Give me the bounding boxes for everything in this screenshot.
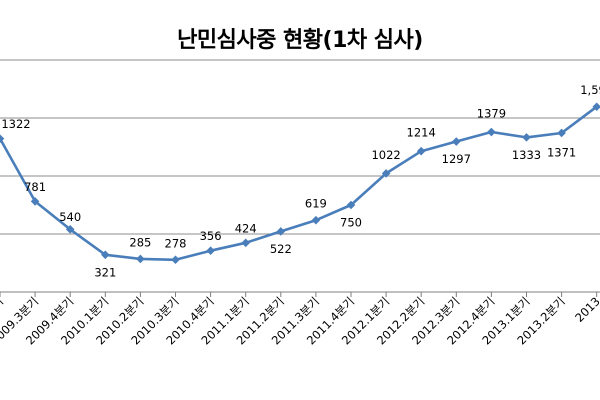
data-point — [557, 128, 566, 138]
data-label: 1022 — [371, 148, 400, 162]
data-point — [522, 133, 531, 142]
data-point — [171, 255, 180, 265]
data-point — [487, 127, 496, 137]
x-tick-label: 2013 — [572, 294, 600, 325]
data-point — [452, 137, 461, 146]
data-label: 356 — [200, 229, 222, 243]
data-point — [276, 227, 286, 236]
data-label: 1297 — [442, 152, 471, 166]
data-label: 1333 — [512, 148, 541, 162]
chart-title: 난민심사중 현황(1차 심사) — [177, 28, 423, 53]
data-label: 540 — [59, 210, 81, 224]
data-point — [241, 238, 250, 248]
data-point — [206, 246, 215, 256]
data-label: 1,597 — [580, 83, 600, 97]
data-point — [416, 146, 426, 156]
data-label: 619 — [305, 197, 327, 211]
data-point — [311, 215, 321, 225]
data-label: 1379 — [477, 107, 506, 121]
data-label: 1371 — [547, 145, 576, 159]
data-label: 321 — [94, 265, 116, 279]
data-point — [30, 197, 40, 206]
data-point — [381, 169, 391, 178]
series-line — [0, 105, 598, 262]
data-point — [592, 102, 600, 112]
data-point — [65, 225, 75, 234]
data-label: 750 — [340, 216, 362, 230]
data-point — [101, 250, 110, 260]
data-label: 781 — [24, 180, 46, 194]
data-label: 1214 — [407, 126, 436, 140]
data-point — [346, 200, 356, 210]
data-label: 278 — [165, 236, 187, 250]
data-label: 522 — [270, 242, 292, 256]
data-point — [0, 134, 5, 143]
data-label: 424 — [235, 221, 257, 235]
data-label: 285 — [129, 235, 151, 249]
data-label: 1322 — [1, 117, 30, 131]
data-point — [136, 254, 145, 264]
